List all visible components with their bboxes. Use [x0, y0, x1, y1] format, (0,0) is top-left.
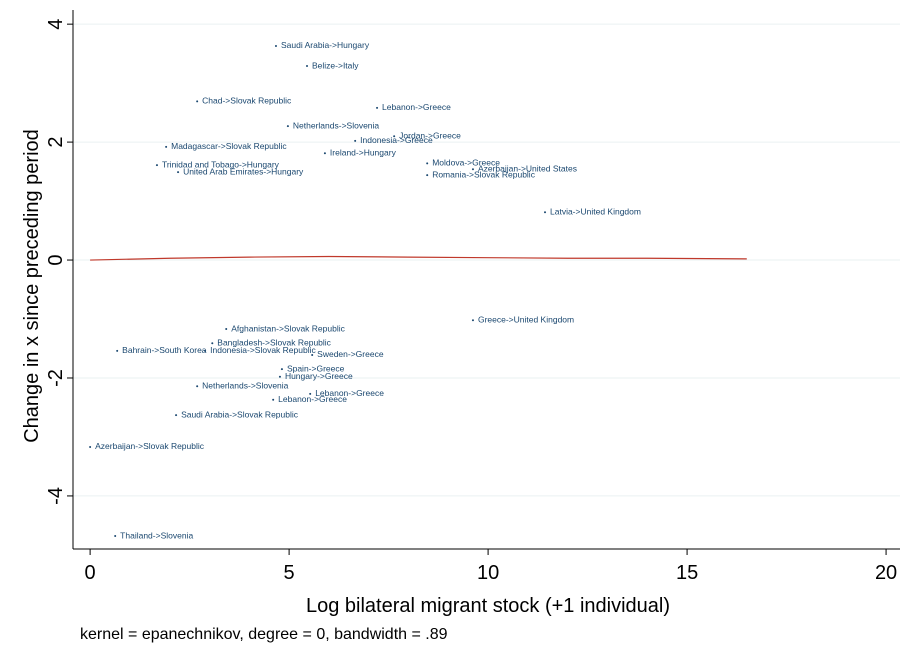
x-tick-label: 20 — [875, 562, 897, 584]
point-label: Madagascar->Slovak Republic — [171, 141, 287, 151]
point-label: Moldova->Greece — [432, 158, 500, 168]
point — [196, 100, 199, 103]
point — [286, 125, 289, 128]
point-label: Indonesia->Greece — [360, 135, 433, 145]
x-tick-label: 15 — [676, 562, 698, 584]
point-label: Spain->Greece — [287, 363, 345, 373]
point — [426, 174, 429, 177]
point-label: Latvia->United Kingdom — [550, 207, 641, 217]
point — [354, 139, 357, 142]
point — [116, 349, 119, 352]
point-label: Lebanon->Greece — [382, 102, 451, 112]
point — [196, 385, 199, 388]
point — [280, 368, 283, 371]
point — [306, 65, 309, 68]
point-label: Netherlands->Slovenia — [202, 380, 289, 390]
point-label: Lebanon->Greece — [315, 388, 384, 398]
point — [155, 164, 158, 167]
point — [471, 168, 474, 171]
point-label: Saudi Arabia->Slovak Republic — [181, 409, 299, 419]
point-label: Lebanon->Greece — [278, 394, 347, 404]
point-label: Ireland->Hungary — [330, 148, 397, 158]
point-label: Belize->Italy — [312, 60, 359, 70]
point-label: Indonesia->Slovak Republic — [210, 345, 316, 355]
x-tick-label: 10 — [477, 562, 499, 584]
y-tick-label: 0 — [45, 254, 67, 265]
point-label: United Arab Emirates->Hungary — [183, 166, 304, 176]
point — [272, 398, 275, 401]
note: kernel = epanechnikov, degree = 0, bandw… — [80, 626, 448, 643]
point-label: Saudi Arabia->Hungary — [281, 40, 370, 50]
point — [376, 106, 379, 109]
y-tick-label: 4 — [45, 19, 67, 30]
point-label: Azerbaijan->Slovak Republic — [95, 441, 205, 451]
point — [175, 414, 178, 417]
fit-line — [90, 255, 747, 261]
point — [89, 445, 92, 448]
point — [211, 342, 214, 345]
point-label: Bangladesh->Slovak Republic — [217, 337, 331, 347]
point-label: Azerbaijan->United States — [478, 163, 577, 173]
point — [309, 392, 312, 395]
point-label: Sweden->Greece — [317, 349, 384, 359]
point-label: Afghanistan->Slovak Republic — [231, 323, 345, 333]
point — [177, 171, 180, 174]
point-label: Trinidad and Tobago->Hungary — [162, 159, 280, 169]
point-label: Chad->Slovak Republic — [202, 96, 292, 106]
point — [311, 353, 314, 356]
point-label: Jordan->Greece — [399, 130, 461, 140]
y-axis-label: Change in x since preceding period — [21, 129, 43, 443]
y-tick-label: 2 — [45, 137, 67, 148]
point-label: Thailand->Slovenia — [120, 530, 193, 540]
point-label: Netherlands->Slovenia — [293, 120, 380, 130]
x-tick-label: 5 — [284, 562, 295, 584]
point — [204, 349, 207, 352]
point — [471, 319, 474, 322]
x-axis-label: Log bilateral migrant stock (+1 individu… — [306, 595, 670, 617]
point — [544, 211, 547, 214]
point-label: Hungary->Greece — [285, 371, 353, 381]
point — [278, 375, 281, 378]
point-label: Greece->United Kingdom — [478, 314, 574, 324]
point — [225, 328, 228, 331]
y-tick-label: -2 — [45, 369, 67, 387]
point — [323, 152, 326, 155]
point — [393, 135, 396, 138]
point-label: Romania->Slovak Republic — [432, 169, 536, 179]
point-label: Bahrain->South Korea — [122, 345, 207, 355]
y-tick-label: -4 — [45, 487, 67, 505]
point — [114, 535, 117, 538]
x-tick-label: 0 — [85, 562, 96, 584]
point — [165, 145, 168, 148]
point — [426, 162, 429, 165]
point — [274, 44, 277, 47]
